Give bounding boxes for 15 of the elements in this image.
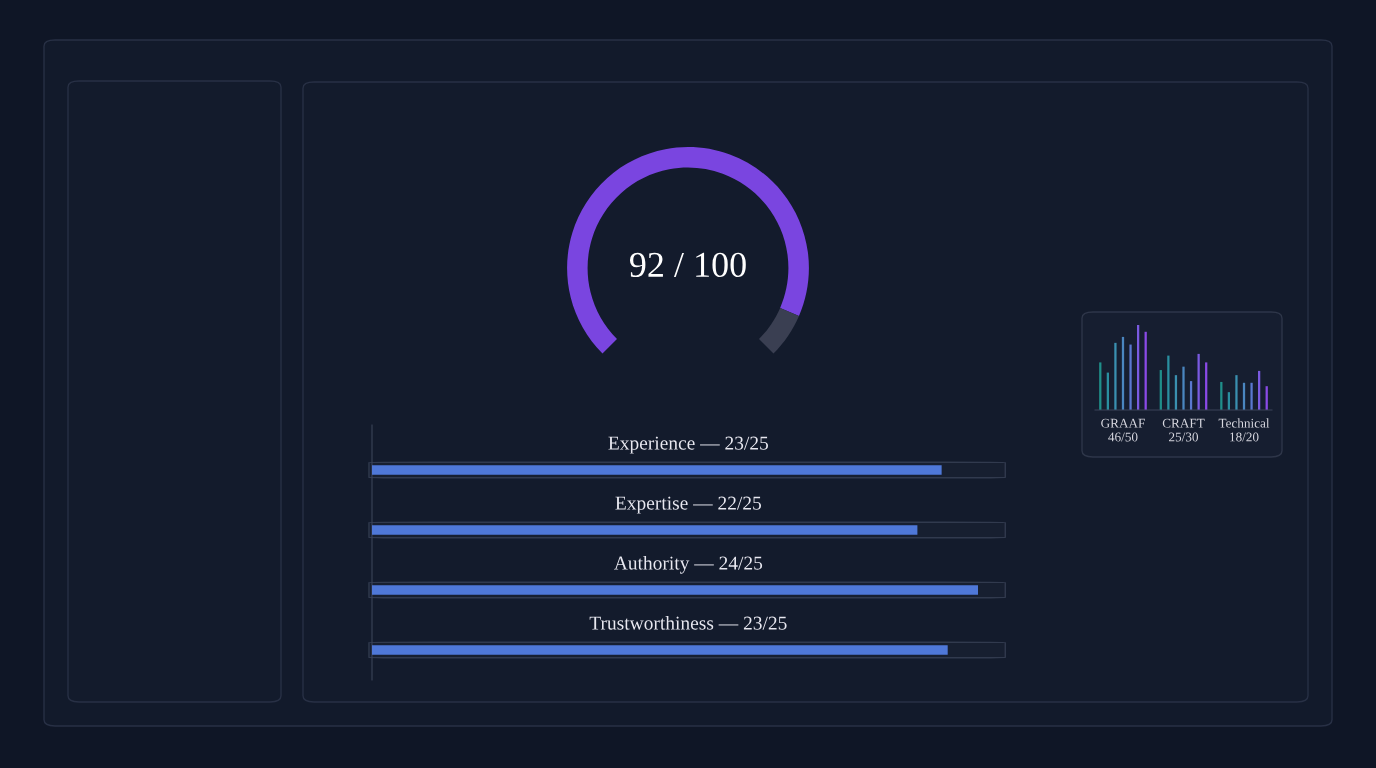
y-tick-label: Experience — 23/25 xyxy=(608,436,769,454)
x-tick-label: GRAAF 46/50 xyxy=(1101,418,1145,442)
y-tick-label: Trustworthiness — 23/25 xyxy=(589,615,787,630)
y-tick-label: Authority — 24/25 xyxy=(613,555,763,574)
bar xyxy=(1235,375,1238,410)
bar xyxy=(1129,344,1132,410)
x-tick-label: CRAFT 25/30 xyxy=(1162,418,1205,442)
bar xyxy=(1182,366,1185,410)
x-tick-label: Technical 18/20 xyxy=(1218,418,1270,442)
y-tick-label: Expertise — 22/25 xyxy=(615,496,762,514)
bar xyxy=(1250,382,1253,410)
text: 92 / 100 xyxy=(629,252,746,278)
bar xyxy=(1167,355,1170,410)
bar xyxy=(1114,342,1117,410)
bar xyxy=(1197,353,1200,410)
